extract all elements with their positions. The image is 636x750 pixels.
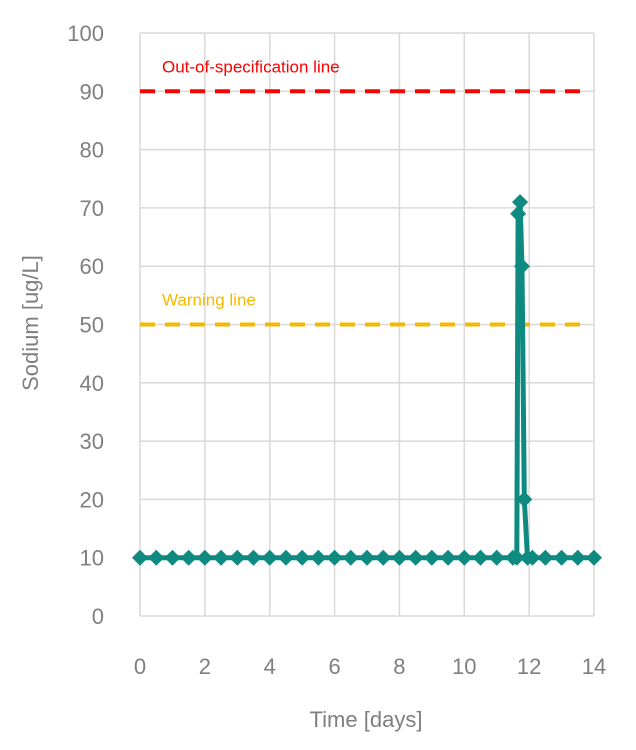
y-tick-label: 30	[80, 429, 104, 454]
x-tick-labels: 0 2 4 6 8 10 12 14	[134, 654, 606, 679]
x-tick-label: 10	[452, 654, 476, 679]
data-point	[440, 549, 457, 566]
y-tick-label: 20	[80, 487, 104, 512]
x-tick-label: 6	[328, 654, 340, 679]
reference-lines: Out-of-specification line Warning line	[140, 57, 586, 327]
x-tick-label: 8	[393, 654, 405, 679]
data-point	[294, 549, 311, 566]
y-tick-label: 60	[80, 254, 104, 279]
data-point	[510, 205, 527, 222]
data-point	[180, 549, 197, 566]
data-point	[213, 549, 230, 566]
data-point	[514, 258, 531, 275]
data-point	[132, 549, 148, 566]
data-point	[359, 549, 375, 566]
y-tick-label: 100	[67, 21, 104, 46]
y-tick-label: 80	[80, 138, 104, 163]
reference-line-label: Warning line	[162, 291, 256, 310]
x-tick-label: 0	[134, 654, 146, 679]
y-tick-label: 40	[80, 371, 104, 396]
reference-line-label: Out-of-specification line	[162, 57, 340, 76]
data-point	[586, 549, 602, 566]
x-axis-label: Time [days]	[310, 707, 423, 732]
data-point	[261, 549, 278, 566]
data-point	[488, 549, 505, 566]
data-point	[456, 549, 473, 566]
data-point	[516, 491, 533, 508]
data-point	[245, 549, 262, 566]
data-point	[148, 549, 165, 566]
data-point	[391, 549, 408, 566]
data-point	[512, 194, 529, 211]
data-point	[164, 549, 181, 566]
data-point	[423, 549, 440, 566]
data-point	[196, 549, 213, 566]
data-point	[537, 549, 554, 566]
data-point	[508, 549, 525, 566]
y-tick-label: 0	[92, 604, 104, 629]
data-point	[342, 549, 359, 566]
y-tick-label: 10	[80, 546, 104, 571]
data-point	[553, 549, 570, 566]
data-point	[277, 549, 294, 566]
y-tick-label: 50	[80, 313, 104, 338]
data-point	[472, 549, 489, 566]
data-point	[375, 549, 392, 566]
y-tick-labels: 0 10 20 30 40 50 60 70 80 90 100	[67, 21, 104, 629]
y-axis-label: Sodium [ug/L]	[18, 255, 43, 391]
series-layer	[132, 194, 602, 566]
data-point	[229, 549, 246, 566]
x-tick-label: 12	[517, 654, 541, 679]
y-tick-label: 90	[80, 79, 104, 104]
x-tick-label: 4	[264, 654, 276, 679]
data-point	[407, 549, 424, 566]
x-tick-label: 2	[199, 654, 211, 679]
data-point	[326, 549, 343, 566]
data-point	[569, 549, 586, 566]
data-point	[524, 549, 541, 566]
data-point	[310, 549, 327, 566]
y-tick-label: 70	[80, 196, 104, 221]
x-tick-label: 14	[582, 654, 606, 679]
